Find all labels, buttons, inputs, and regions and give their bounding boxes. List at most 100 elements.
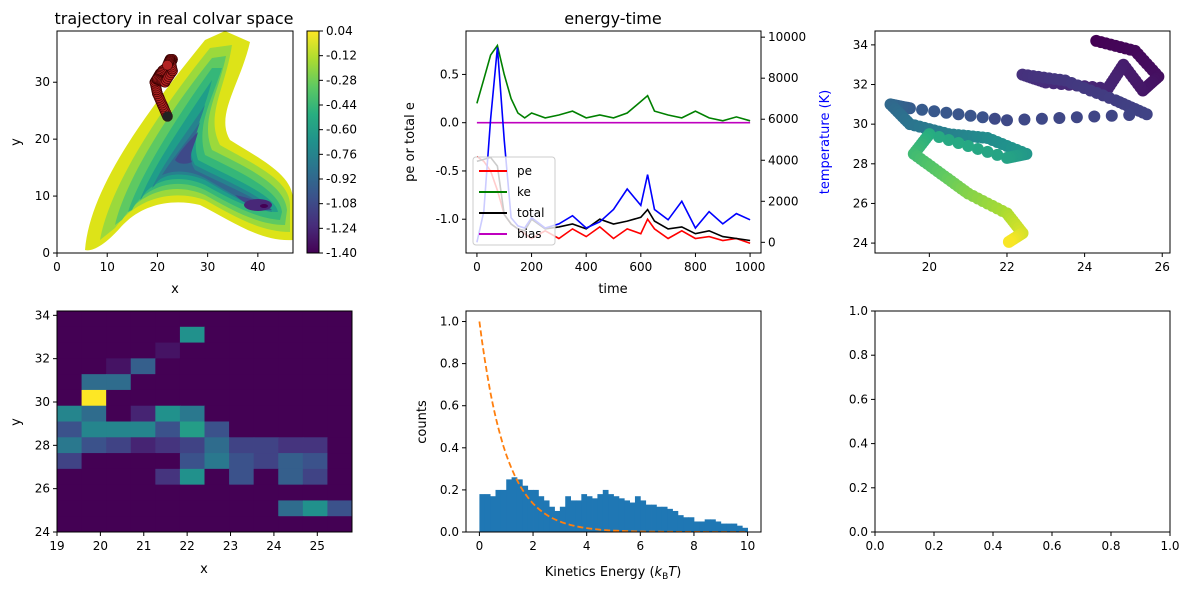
x-tick-label: 2 (529, 539, 537, 553)
panel1-yticks: 0 10 20 30 (35, 75, 57, 260)
y-tick-label: 32 (853, 78, 868, 92)
panel1-frame (56, 30, 294, 254)
heatmap-cell (229, 484, 255, 502)
heatmap-cell (302, 500, 329, 517)
heatmap-cell (130, 453, 156, 470)
heatmap-cell (81, 389, 107, 407)
heatmap-cell (57, 405, 83, 423)
x-tick-label: 0.0 (865, 539, 884, 553)
colorbar-tick-label: -0.92 (326, 172, 357, 186)
y-tick-label: 0.0 (440, 116, 459, 130)
scatter-point (1053, 111, 1066, 124)
heatmap-cell (204, 326, 230, 344)
scatter-point (952, 108, 965, 121)
y-tick-label: 24 (35, 525, 50, 539)
scatter-point (962, 139, 975, 152)
panel5-ylabel: counts (415, 400, 430, 444)
x-tick-label: 10 (740, 539, 755, 553)
histogram-bar (586, 496, 593, 532)
heatmap-cell (327, 342, 352, 359)
heatmap-cell (130, 389, 156, 407)
histogram-bar (506, 479, 512, 532)
heatmap-cell (155, 500, 181, 517)
heatmap-cell (57, 453, 83, 470)
heatmap-cell (204, 453, 230, 470)
scatter-point (1018, 113, 1031, 126)
histogram-bar (624, 500, 630, 532)
panel2-title: energy-time (564, 9, 661, 28)
series-line-temperature (476, 47, 751, 243)
panel4-yticks: 34 32 30 28 26 24 (35, 308, 57, 539)
heatmap-cell (57, 326, 83, 344)
heatmap-cell (278, 453, 304, 470)
heatmap-cell (57, 389, 83, 407)
series-line-ke (476, 43, 751, 122)
x-tick-label: 0 (476, 539, 484, 553)
heatmap-cell (302, 421, 329, 438)
heatmap-cell (204, 437, 230, 454)
panel2-ylabel: pe or total e (403, 102, 418, 182)
heatmap-cell (204, 516, 230, 532)
heatmap-cell (204, 421, 230, 438)
heatmap-cell (130, 437, 156, 454)
scatter-point (928, 105, 941, 118)
y-tick-label: 0.6 (849, 392, 868, 406)
histogram-bar (699, 521, 706, 532)
x-tick-label: 0 (473, 260, 481, 274)
x-tick-label: 10 (100, 260, 115, 274)
heatmap-cell (204, 389, 230, 407)
panel4-frame (56, 310, 353, 533)
heatmap-cell (130, 374, 156, 391)
scatter-point (1035, 112, 1048, 125)
heatmap-cell (130, 326, 156, 344)
histogram-bar (736, 525, 743, 532)
heatmap-cell (106, 468, 132, 486)
heatmap-cell (130, 405, 156, 423)
y-tick-label: 10000 (768, 30, 806, 44)
heatmap-cell (155, 326, 181, 344)
energy-legend: pe ke total bias (472, 156, 556, 246)
heatmap-cell (57, 516, 83, 532)
heatmap-cell (155, 468, 181, 486)
heatmap-cell (106, 389, 132, 407)
heatmap-cell (253, 374, 279, 391)
y-tick-label: 32 (35, 352, 50, 366)
colorbar-tick-label: -0.60 (326, 123, 357, 137)
heatmap-cell (327, 437, 352, 454)
histogram-bar (656, 506, 663, 532)
histogram-bar (484, 494, 491, 532)
heatmap-cells (57, 311, 352, 532)
heatmap-cell (155, 311, 181, 328)
contour-fill (85, 31, 293, 251)
y-tick-label: 26 (853, 196, 868, 210)
heatmap-cell (179, 358, 206, 375)
panel2-frame (465, 30, 762, 254)
heatmap-cell (179, 421, 206, 438)
heatmap-cell (229, 453, 255, 470)
heatmap-cell (229, 389, 255, 407)
heatmap-cell (106, 516, 132, 532)
heatmap-cell (253, 500, 279, 517)
histogram-bar (592, 498, 598, 532)
x-tick-label: 30 (200, 260, 215, 274)
heatmap-cell (302, 516, 329, 532)
trajectory-markers (149, 54, 178, 122)
histogram-bar (613, 496, 620, 532)
heatmap-cell (130, 358, 156, 375)
heatmap-cell (179, 374, 206, 391)
y-tick-label: 8000 (768, 71, 799, 85)
heatmap-cell (57, 374, 83, 391)
panel2-y2ticks: 10000 8000 6000 4000 2000 0 (761, 30, 806, 249)
heatmap-cell (278, 326, 304, 344)
scatter-point (1070, 111, 1083, 124)
heatmap-cell (253, 405, 279, 423)
heatmap-cell (57, 421, 83, 438)
y-tick-label: 30 (35, 395, 50, 409)
heatmap-cell (253, 453, 279, 470)
heatmap-cell (253, 437, 279, 454)
heatmap-cell (302, 374, 329, 391)
x-tick-label: 24 (266, 539, 281, 553)
scatter-point (933, 131, 946, 144)
panel5-yticks: 1.0 0.8 0.6 0.4 0.2 0.0 (440, 315, 466, 539)
histogram-bar (608, 494, 614, 532)
